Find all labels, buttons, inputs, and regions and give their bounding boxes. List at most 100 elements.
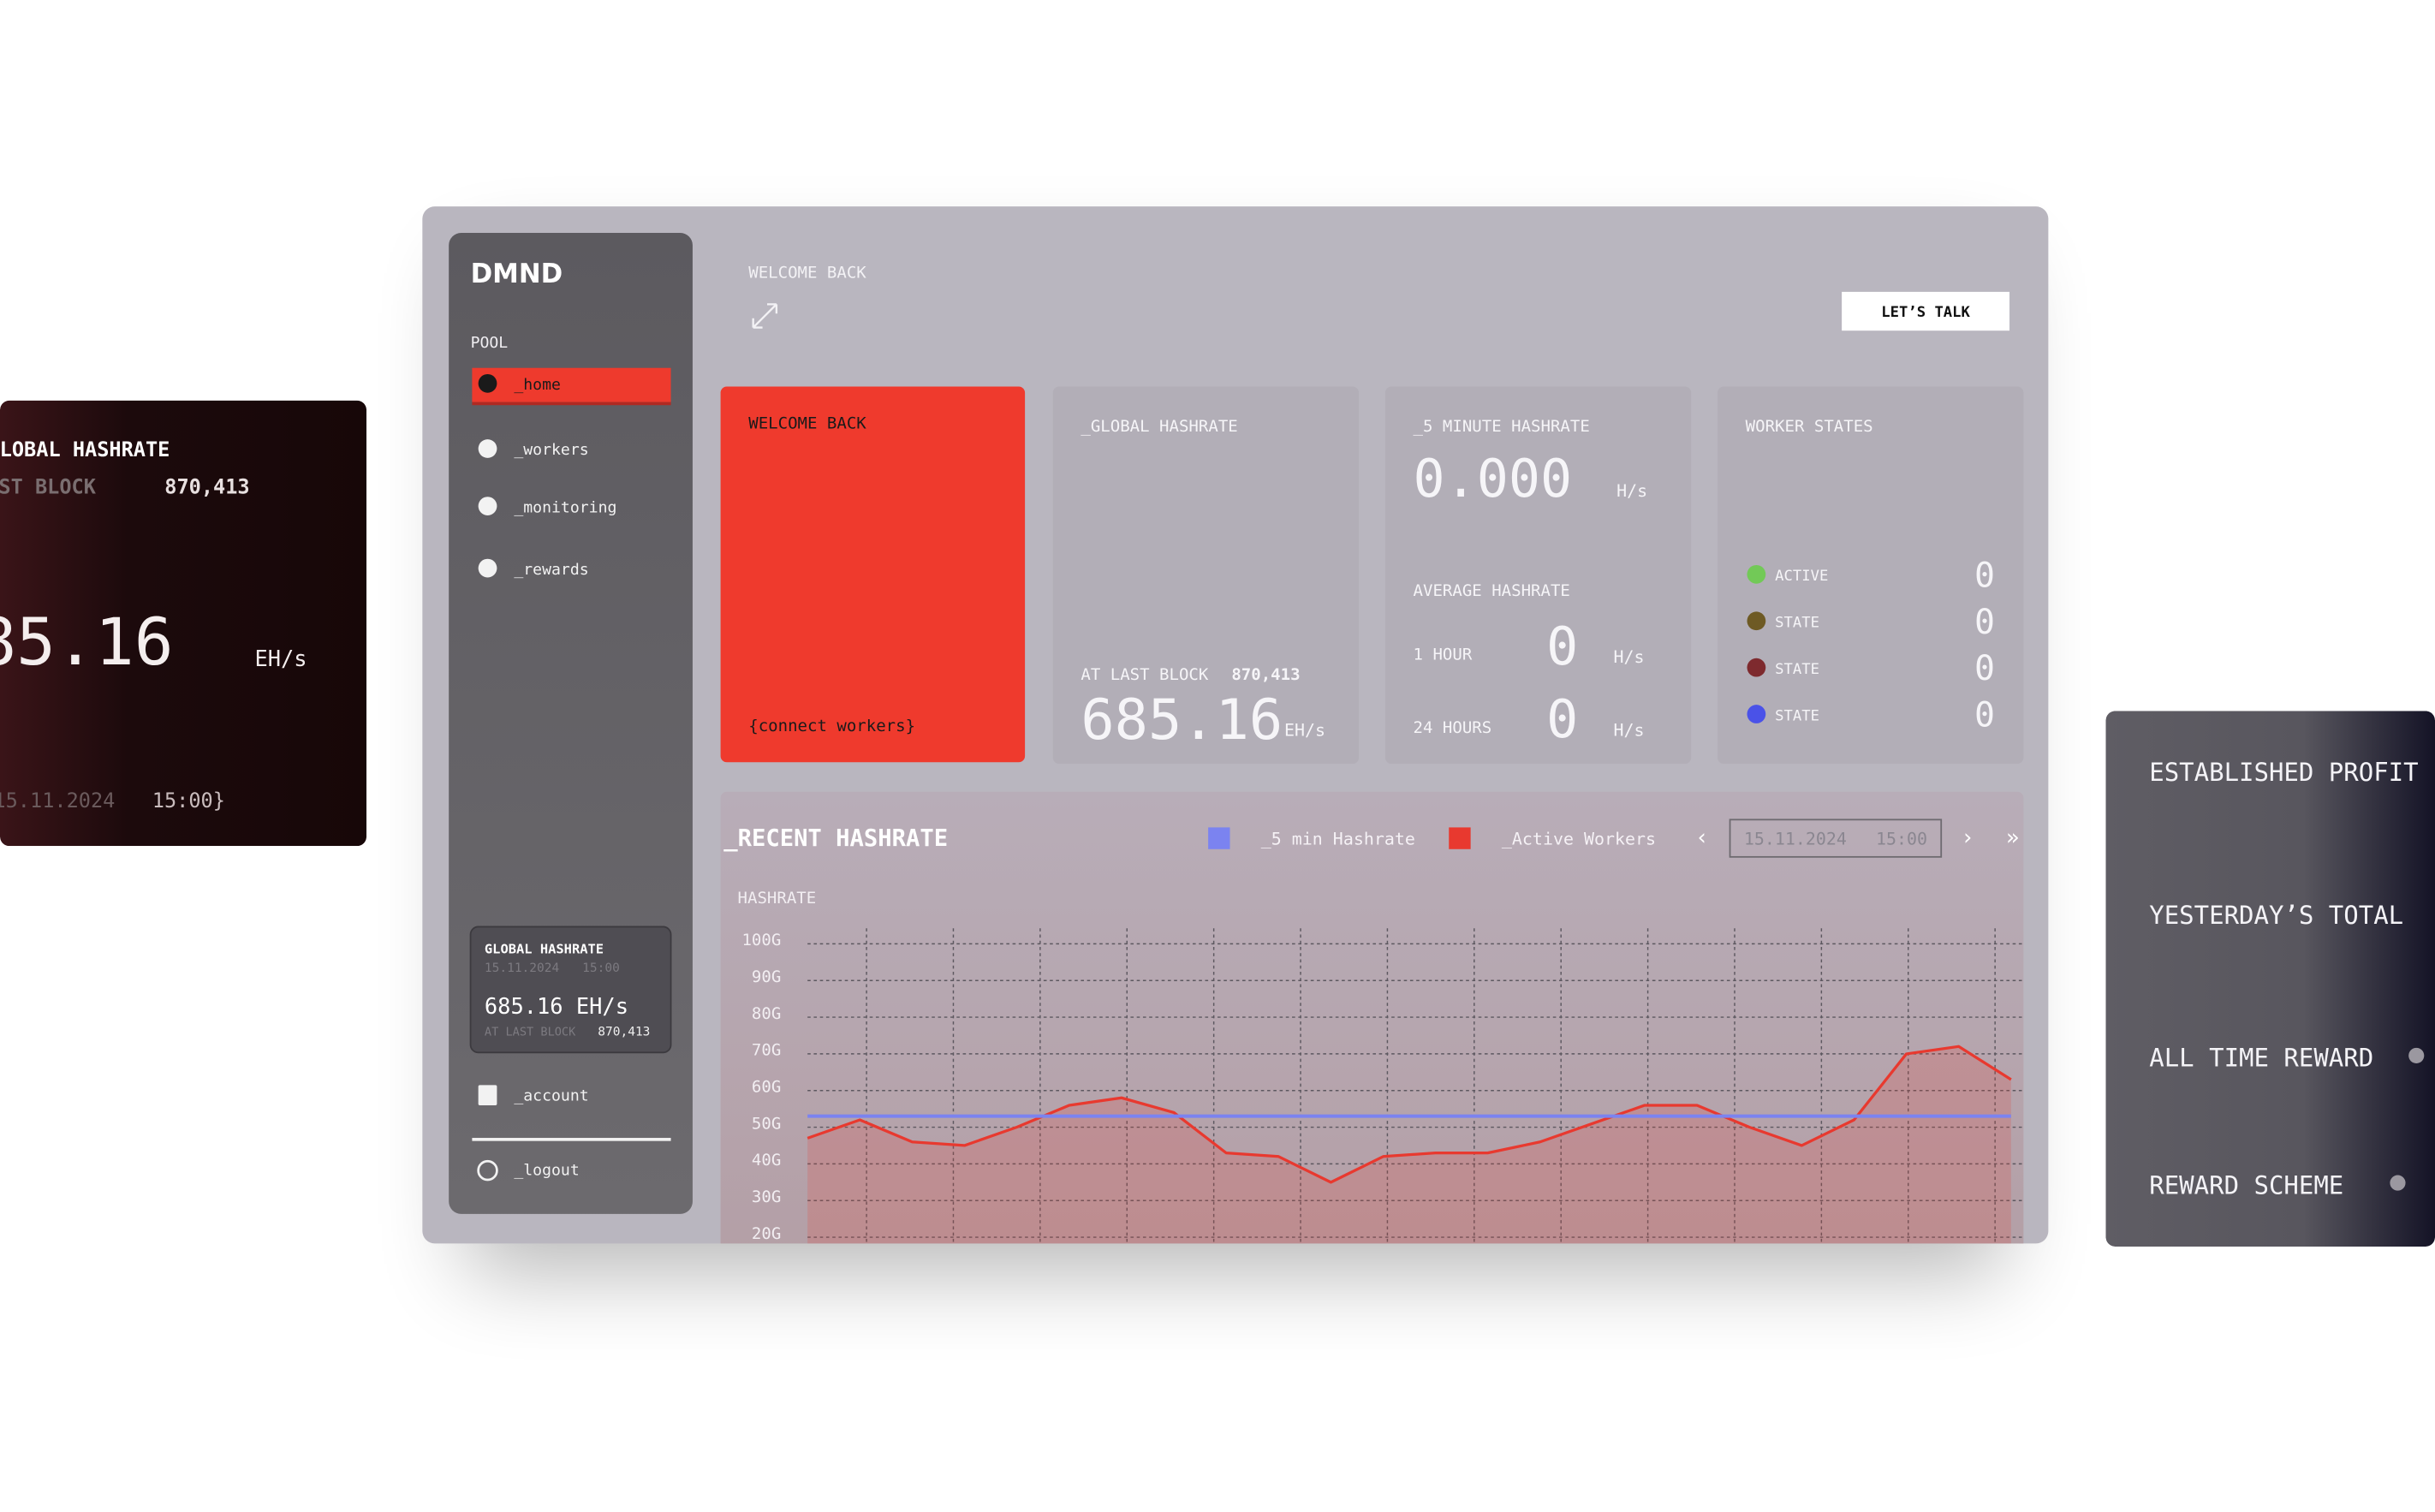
logout-icon — [477, 1159, 498, 1182]
nav-item[interactable]: _workers — [514, 441, 588, 459]
label: GLOBAL HASHRATE — [485, 941, 604, 956]
help-icon — [2390, 1175, 2406, 1191]
label: 685.16 EH/s — [485, 993, 628, 1019]
nav-underline — [472, 402, 671, 406]
left-card: GLOBAL HASHRATE AT LAST BLOCK 870,413 685.1… — [0, 400, 367, 847]
label: WORKER STATES — [1746, 417, 1873, 436]
big-value: 0 — [1546, 688, 1578, 750]
card — [1384, 386, 1692, 765]
card — [1718, 386, 2024, 765]
right-card-bg — [2105, 711, 2435, 1247]
label: EH/s — [1284, 719, 1325, 740]
big-value: 0 — [1546, 616, 1578, 677]
nav-item[interactable]: _account — [514, 1087, 588, 1105]
axis-label: HASHRATE — [738, 889, 817, 908]
legend-label: _Active Workers — [1502, 828, 1656, 848]
nav-active — [472, 367, 671, 402]
legend-swatch — [1208, 827, 1230, 849]
state-dot — [1747, 705, 1766, 723]
logo: DMND — [471, 259, 563, 289]
button[interactable] — [1842, 291, 2010, 331]
label: 15:00 — [582, 961, 620, 975]
label: _GLOBAL HASHRATE — [1081, 417, 1237, 436]
y-tick-label: 20G — [752, 1224, 781, 1243]
label: WELCOME BACK — [748, 414, 866, 432]
next-arrow[interactable]: › — [1961, 824, 1974, 849]
label: H/s — [1614, 646, 1645, 667]
label: 15:00 — [1876, 828, 1927, 848]
label: _5 MINUTE HASHRATE — [1414, 417, 1590, 436]
mini-card — [469, 926, 672, 1054]
nav-item[interactable]: _logout — [514, 1162, 579, 1180]
label: STATE — [1775, 615, 1819, 632]
state-dot — [1747, 611, 1766, 631]
label: 0 — [1974, 603, 1995, 642]
y-tick-label: 80G — [752, 1004, 781, 1023]
nav-icon — [478, 497, 497, 515]
legend-swatch — [1449, 827, 1471, 849]
label: {15.11.2024 — [0, 789, 115, 813]
nav-item[interactable]: _monitoring — [514, 498, 616, 516]
label: EH/s — [254, 646, 307, 671]
label: 15.11.2024 — [485, 961, 560, 975]
legend-label: _5 min Hashrate — [1261, 828, 1415, 848]
y-tick-label: 90G — [752, 967, 781, 986]
label: REWARD SCHEME — [2149, 1170, 2343, 1199]
state-dot — [1747, 564, 1766, 584]
label: 1 HOUR — [1414, 646, 1473, 664]
divider — [472, 1138, 671, 1141]
date-box — [1729, 819, 1943, 858]
nav-icon — [478, 439, 497, 458]
y-tick-label: 70G — [752, 1041, 781, 1060]
card — [1052, 386, 1360, 765]
label: 0 — [1974, 556, 1995, 595]
expand-icon — [752, 303, 778, 329]
label: ALL TIME REWARD — [2149, 1044, 2373, 1073]
main: DMND POOL _home _workers _monitoring _rewards… — [469, 259, 2024, 1244]
last-arrow[interactable]: » — [2006, 824, 2019, 849]
label: 24 HOURS — [1414, 718, 1492, 737]
big-value: 685.16 — [0, 604, 174, 680]
big-value: 0.000 — [1414, 448, 1573, 509]
nav-icon — [478, 373, 497, 393]
y-tick-label: 100G — [741, 931, 781, 949]
label: GLOBAL HASHRATE — [0, 438, 170, 461]
label: 0 — [1974, 696, 1995, 735]
label[interactable]: {connect workers} — [748, 717, 915, 735]
right-card: ESTABLISHED PROFIT YESTERDAY’S TOTAL ALL T… — [2105, 711, 2435, 1247]
card — [720, 386, 1026, 763]
account-icon — [478, 1085, 497, 1105]
label: ACTIVE — [1775, 568, 1828, 585]
button-label: LET’S TALK — [1881, 304, 1970, 321]
y-tick-label: 30G — [752, 1188, 781, 1206]
label: 870,413 — [164, 475, 249, 499]
state-dot — [1747, 658, 1766, 677]
label: AT LAST BLOCK — [0, 475, 97, 499]
chart-panel — [720, 791, 2024, 1244]
help-icon — [2408, 1047, 2425, 1064]
label: STATE — [1775, 707, 1819, 724]
nav-item[interactable]: _rewards — [514, 561, 588, 579]
label: H/s — [1614, 719, 1645, 740]
nav-item[interactable]: _home — [514, 376, 561, 394]
label: 15:00} — [152, 789, 225, 813]
label: 870,413 — [1231, 665, 1300, 684]
label: AVERAGE HASHRATE — [1414, 581, 1570, 600]
label: 0 — [1974, 649, 1995, 688]
label: STATE — [1775, 661, 1819, 678]
area — [807, 1046, 2011, 1244]
prev-arrow[interactable]: ‹ — [1695, 824, 1708, 849]
label: AT LAST BLOCK — [485, 1025, 576, 1039]
label: AT LAST BLOCK — [1081, 665, 1209, 684]
y-tick-label: 50G — [752, 1114, 781, 1133]
label: ESTABLISHED PROFIT — [2149, 758, 2418, 787]
nav-icon — [478, 558, 497, 578]
big-value: 685.16 — [1081, 688, 1283, 753]
label: 870,413 — [598, 1025, 650, 1039]
line — [807, 1045, 2012, 1184]
y-tick-label: 40G — [752, 1151, 781, 1170]
label: YESTERDAY’S TOTAL — [2149, 901, 2403, 930]
label: POOL — [471, 334, 509, 352]
